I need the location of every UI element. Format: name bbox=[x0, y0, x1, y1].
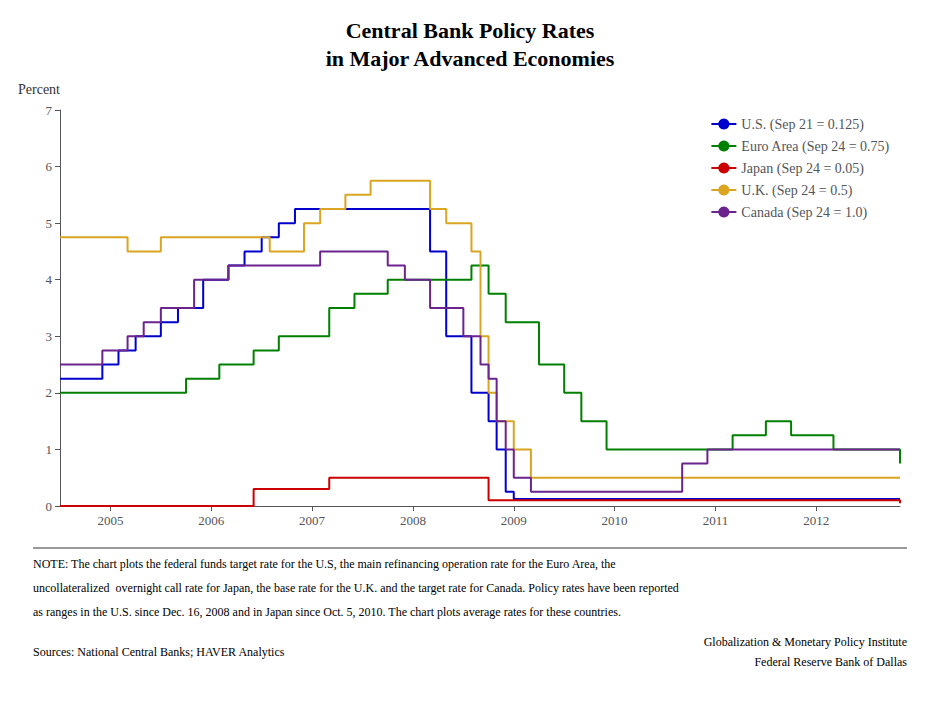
svg-text:2011: 2011 bbox=[703, 513, 729, 528]
svg-text:0: 0 bbox=[46, 499, 53, 514]
svg-text:2007: 2007 bbox=[299, 513, 326, 528]
svg-text:5: 5 bbox=[46, 216, 53, 231]
svg-text:2005: 2005 bbox=[97, 513, 123, 528]
svg-text:6: 6 bbox=[46, 159, 53, 174]
svg-text:7: 7 bbox=[46, 103, 53, 118]
svg-text:Central Bank Policy Rates: Central Bank Policy Rates bbox=[346, 18, 595, 43]
svg-text:Canada (Sep 24 = 1.0): Canada (Sep 24 = 1.0) bbox=[741, 205, 867, 221]
svg-text:2: 2 bbox=[46, 385, 53, 400]
svg-text:Globalization & Monetary Polic: Globalization & Monetary Policy Institut… bbox=[704, 635, 907, 649]
svg-text:2006: 2006 bbox=[198, 513, 225, 528]
svg-text:3: 3 bbox=[46, 329, 53, 344]
svg-text:2010: 2010 bbox=[602, 513, 628, 528]
svg-text:as ranges in the U.S. since De: as ranges in the U.S. since Dec. 16, 200… bbox=[33, 605, 621, 619]
svg-text:NOTE: The chart plots the fede: NOTE: The chart plots the federal funds … bbox=[33, 557, 616, 571]
svg-text:U.K. (Sep 24 = 0.5): U.K. (Sep 24 = 0.5) bbox=[741, 183, 852, 199]
svg-text:Sources: National Central Bank: Sources: National Central Banks; HAVER A… bbox=[33, 645, 285, 659]
svg-text:4: 4 bbox=[46, 272, 53, 287]
svg-text:1: 1 bbox=[46, 442, 53, 457]
svg-text:in Major Advanced Economies: in Major Advanced Economies bbox=[326, 46, 615, 71]
svg-text:2012: 2012 bbox=[803, 513, 829, 528]
svg-text:Federal Reserve Bank of Dallas: Federal Reserve Bank of Dallas bbox=[754, 655, 907, 669]
svg-text:uncollateralized overnight ca: uncollateralized overnight call rate for… bbox=[33, 581, 679, 595]
svg-text:2008: 2008 bbox=[400, 513, 426, 528]
svg-text:2009: 2009 bbox=[501, 513, 527, 528]
svg-text:Percent: Percent bbox=[18, 82, 60, 97]
svg-text:Euro Area (Sep 24 = 0.75): Euro Area (Sep 24 = 0.75) bbox=[741, 139, 889, 155]
svg-text:Japan (Sep 24 = 0.05): Japan (Sep 24 = 0.05) bbox=[741, 161, 864, 177]
svg-text:U.S. (Sep 21 = 0.125): U.S. (Sep 21 = 0.125) bbox=[741, 117, 864, 133]
